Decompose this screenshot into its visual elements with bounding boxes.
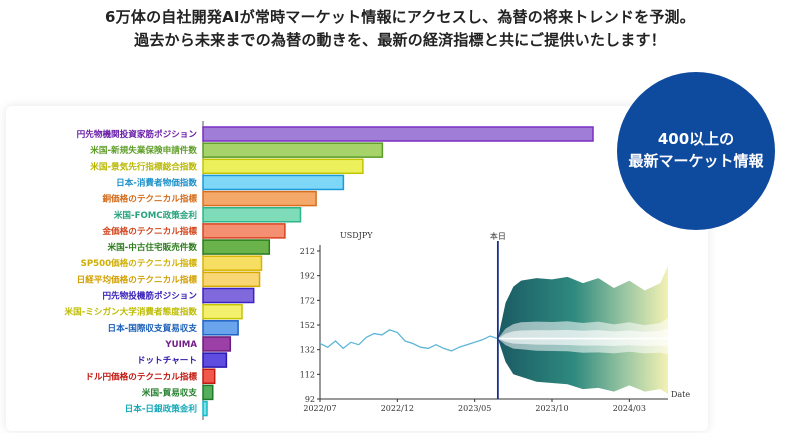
- bar-label-13: YUIMA: [164, 340, 197, 350]
- bar-14: [202, 352, 228, 368]
- bar-label-7: 米国-中古住宅販売件数: [107, 241, 197, 253]
- bar-label-12: 日本-国際収支貿易収支: [107, 322, 197, 334]
- bar-label-5: 米国-FOMC政策金利: [114, 209, 198, 221]
- market-info-badge: 400以上の 最新マーケット情報: [617, 72, 775, 230]
- bar-5: [202, 207, 302, 223]
- usdjpy-forecast-chart: USDJPY Date 92 112 132 152 172 192 212 2022/07 202…: [300, 231, 691, 413]
- bar-label-15: ドル円価格のテクニカル指標: [85, 370, 197, 382]
- x-tick-label-2: 2023/05: [458, 404, 491, 413]
- bar-0: [202, 126, 594, 142]
- x-tick-label-3: 2023/10: [535, 404, 568, 413]
- history-line: [319, 329, 499, 352]
- bar-label-1: 米国-新規失業保険申請件数: [90, 144, 197, 156]
- bar-label-8: SP500価格のテクニカル指標: [81, 257, 198, 269]
- y-tick-label-6: 212: [300, 247, 315, 256]
- x-tick-label-1: 2022/12: [381, 404, 414, 413]
- badge-line-1: 400以上の: [657, 130, 735, 149]
- bar-3: [202, 174, 345, 191]
- today-marker-label: 本日: [490, 231, 506, 241]
- bar-4: [202, 190, 317, 207]
- y-tick-label-5: 192: [300, 272, 315, 281]
- bar-label-16: 米国-貿易収支: [142, 386, 198, 398]
- bar-13: [202, 336, 232, 352]
- bar-label-11: 米国-ミシガン大学消費者態度指数: [65, 306, 198, 318]
- badge-line-2: 最新マーケット情報: [628, 152, 764, 170]
- bar-label-9: 日経平均価格のテクニカル指標: [77, 273, 198, 285]
- y-tick-label-1: 112: [300, 370, 315, 379]
- indicator-bar-chart: 円先物機関投資家筋ポジション米国-新規失業保険申請件数米国-景気先行指標総合指数…: [65, 121, 594, 420]
- bar-12: [202, 320, 239, 336]
- x-tick-label-0: 2022/07: [303, 404, 336, 413]
- bar-8: [202, 255, 263, 271]
- y-tick-label-0: 92: [305, 395, 315, 404]
- x-axis-label: Date: [671, 390, 690, 399]
- bar-label-17: 日本-日銀政策金利: [125, 403, 198, 415]
- bar-label-3: 日本-消費者物価指数: [116, 176, 197, 188]
- bar-11: [202, 303, 243, 320]
- x-tick-label-4: 2024/03: [613, 404, 646, 413]
- y-tick-label-3: 152: [300, 321, 315, 330]
- bar-label-6: 金価格のテクニカル指標: [101, 225, 197, 237]
- bar-7: [202, 239, 271, 255]
- y-tick-label-4: 172: [300, 296, 315, 305]
- bar-15: [202, 368, 216, 384]
- bar-label-2: 米国-景気先行指標総合指数: [90, 160, 197, 172]
- bar-2: [202, 158, 364, 175]
- bar-6: [202, 223, 286, 239]
- bar-16: [202, 384, 214, 401]
- bar-label-14: ドットチャート: [137, 355, 197, 366]
- bar-9: [202, 271, 261, 288]
- bar-label-10: 円先物投機筋ポジション: [102, 290, 197, 302]
- bar-17: [202, 400, 208, 417]
- headline-line-1: 6万体の自社開発AIが常時マーケット情報にアクセスし、為替の将来トレンドを予測。: [105, 8, 695, 26]
- bar-label-0: 円先物機関投資家筋ポジション: [77, 128, 198, 140]
- headline-line-2: 過去から未来までの為替の動きを、最新の経済指標と共にご提供いたします！: [134, 31, 666, 49]
- line-chart-title: USDJPY: [340, 231, 373, 240]
- y-tick-label-2: 132: [300, 346, 315, 355]
- bar-10: [202, 287, 255, 304]
- forecast-inner-band-1: [497, 328, 668, 347]
- bar-1: [202, 142, 384, 158]
- bar-label-4: 銅価格のテクニカル指標: [102, 193, 197, 205]
